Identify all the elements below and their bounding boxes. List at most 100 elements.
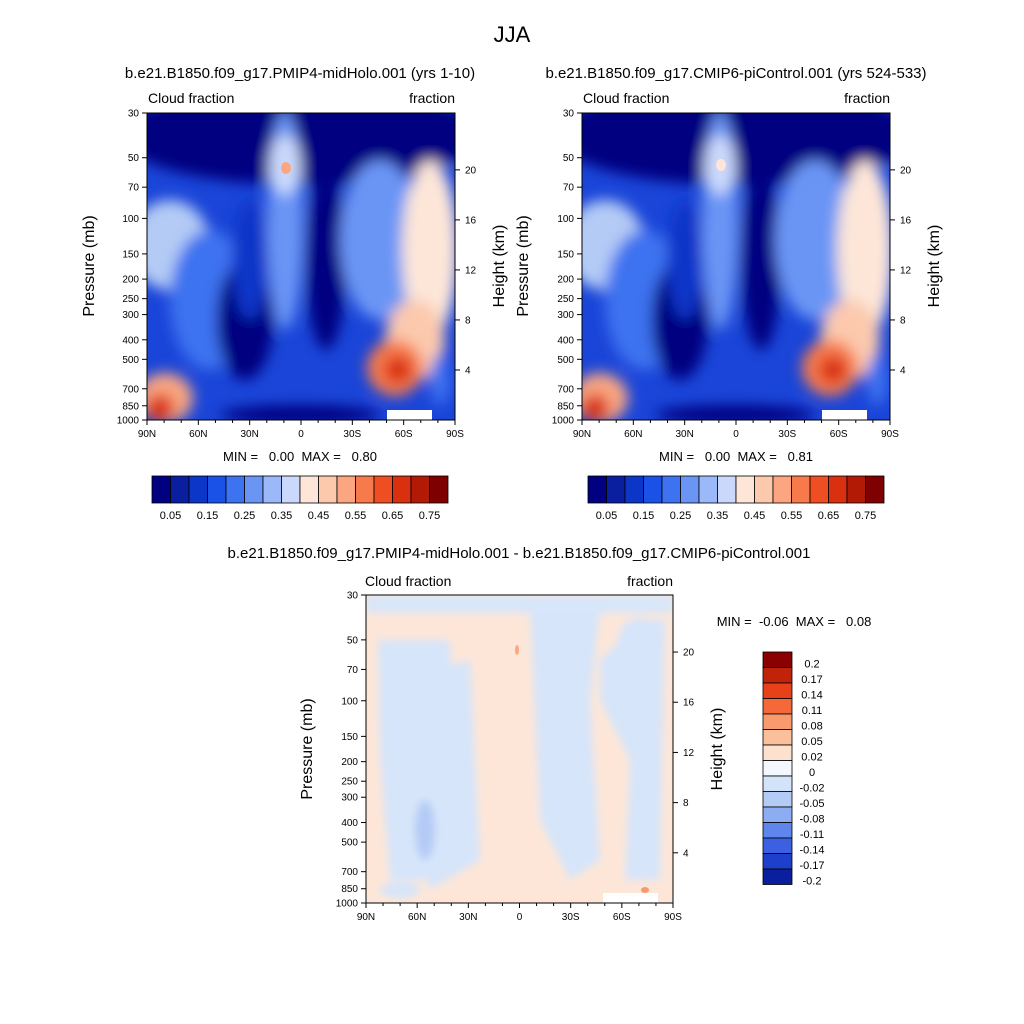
y-tick-label: 70 (563, 183, 575, 194)
panel-title: b.e21.B1850.f09_g17.CMIP6-piControl.001 … (545, 65, 926, 82)
panel-difference: b.e21.B1850.f09_g17.PMIP4-midHolo.001 - … (228, 545, 872, 923)
y-tick-label: 200 (341, 757, 358, 768)
y-tick-label: 100 (122, 214, 139, 225)
y-tick-label: 500 (122, 355, 139, 366)
y2-tick-label: 8 (465, 315, 471, 326)
colorbar-cell (762, 651, 793, 668)
missing-data-mask (387, 410, 432, 420)
colorbar-cell (262, 475, 282, 504)
colorbar-cell (299, 475, 319, 504)
colorbar-cell (244, 475, 264, 504)
y-tick-label: 850 (122, 401, 139, 412)
y-tick-label: 200 (122, 275, 139, 286)
y-tick-label: 700 (557, 384, 574, 395)
x-tick-label: 30N (675, 429, 693, 440)
colorbar-label: 0.65 (382, 510, 403, 522)
colorbar-cell (772, 475, 792, 504)
y2-tick-label: 12 (900, 265, 912, 276)
y-tick-label: 150 (557, 249, 574, 260)
right-label: fraction (409, 90, 455, 106)
x-tick-label: 60N (189, 429, 207, 440)
figure-title: JJA (494, 22, 531, 47)
colorbar-cell (762, 775, 793, 792)
x-tick-label: 90S (446, 429, 464, 440)
axes: 30 50 70 100 150 200 250 300 400 500 700 850 1000 20 1… (117, 109, 477, 441)
y-tick-label: 30 (347, 591, 359, 602)
y-tick-label: 50 (347, 635, 359, 646)
colorbar-fraction: 0.05 0.15 0.25 0.35 0.45 0.55 0.65 0.75 (587, 475, 885, 522)
axes: 30 50 70 100 150 200 250 300 400 500 700 850 1000 20 1… (552, 109, 912, 441)
colorbar-label: -0.2 (803, 876, 822, 888)
y-tick-label: 150 (122, 249, 139, 260)
colorbar-label: -0.02 (799, 783, 824, 795)
colorbar-cell (355, 475, 375, 504)
y-tick-label: 70 (347, 665, 359, 676)
y2-tick-label: 16 (900, 215, 912, 226)
colorbar-label: 0.55 (345, 510, 366, 522)
colorbar-cell (865, 475, 885, 504)
panel-picontrol: b.e21.B1850.f09_g17.CMIP6-piControl.001 … (515, 65, 943, 522)
y2-axis-label: Height (km) (926, 225, 943, 308)
left-label: Cloud fraction (148, 90, 234, 106)
colorbar-cell (809, 475, 829, 504)
panel-title: b.e21.B1850.f09_g17.PMIP4-midHolo.001 - … (228, 545, 811, 562)
y2-tick-label: 4 (900, 365, 906, 376)
y-axis-label: Pressure (mb) (81, 215, 98, 316)
panel-midholo: b.e21.B1850.f09_g17.PMIP4-midHolo.001 (y… (81, 65, 508, 522)
y-tick-label: 850 (557, 401, 574, 412)
x-tick-label: 90N (138, 429, 156, 440)
colorbar-label: -0.17 (799, 860, 824, 872)
x-tick-label: 30N (240, 429, 258, 440)
colorbar-label: 0.2 (804, 659, 819, 671)
y-axis-label: Pressure (mb) (299, 698, 316, 799)
colorbar-cell (762, 806, 793, 823)
x-tick-label: 30S (343, 429, 361, 440)
heatmap-field (366, 595, 673, 903)
colorbar-label: -0.14 (799, 845, 824, 857)
colorbar-label: 0.15 (633, 510, 654, 522)
x-tick-label: 60S (830, 429, 848, 440)
colorbar-cell (762, 682, 793, 699)
x-tick-label: 90N (357, 912, 375, 923)
colorbar-label: -0.11 (800, 829, 824, 841)
colorbar-cell (698, 475, 718, 504)
colorbar-label: 0.55 (781, 510, 802, 522)
colorbar-cell (410, 475, 430, 504)
colorbar-cell (828, 475, 848, 504)
colorbar-label: 0.08 (801, 721, 822, 733)
colorbar-cell (392, 475, 412, 504)
colorbar-cell (846, 475, 866, 504)
y2-tick-label: 8 (900, 315, 906, 326)
colorbar-cell (717, 475, 737, 504)
colorbar-cell (207, 475, 227, 504)
x-tick-label: 0 (298, 429, 304, 440)
hotspot-diff (515, 645, 519, 655)
y-tick-label: 300 (341, 793, 358, 804)
colorbar-cell (624, 475, 644, 504)
colorbar-cell (762, 744, 793, 761)
y-tick-label: 250 (557, 294, 574, 305)
y-tick-label: 500 (557, 355, 574, 366)
y2-tick-label: 12 (683, 748, 695, 759)
x-tick-label: 30S (562, 912, 580, 923)
y-tick-label: 1000 (117, 416, 140, 427)
y-tick-label: 400 (122, 335, 139, 346)
colorbar-label: 0.05 (801, 736, 822, 748)
colorbar-cell (762, 698, 793, 715)
colorbar-cell (318, 475, 338, 504)
min-max-stats: MIN = 0.00 MAX = 0.81 (659, 449, 813, 464)
y-tick-label: 250 (122, 294, 139, 305)
colorbar-label: 0.45 (308, 510, 329, 522)
x-tick-label: 60N (408, 912, 426, 923)
colorbar-label: 0.75 (419, 510, 440, 522)
colorbar-cell (762, 837, 793, 854)
colorbar-label: 0.05 (160, 510, 181, 522)
y2-tick-label: 4 (465, 365, 471, 376)
heatmap-field (582, 113, 890, 420)
y-tick-label: 700 (341, 867, 358, 878)
y-tick-label: 300 (122, 310, 139, 321)
y-tick-label: 150 (341, 732, 358, 743)
colorbar-fraction: 0.05 0.15 0.25 0.35 0.45 0.55 0.65 0.75 (151, 475, 449, 522)
